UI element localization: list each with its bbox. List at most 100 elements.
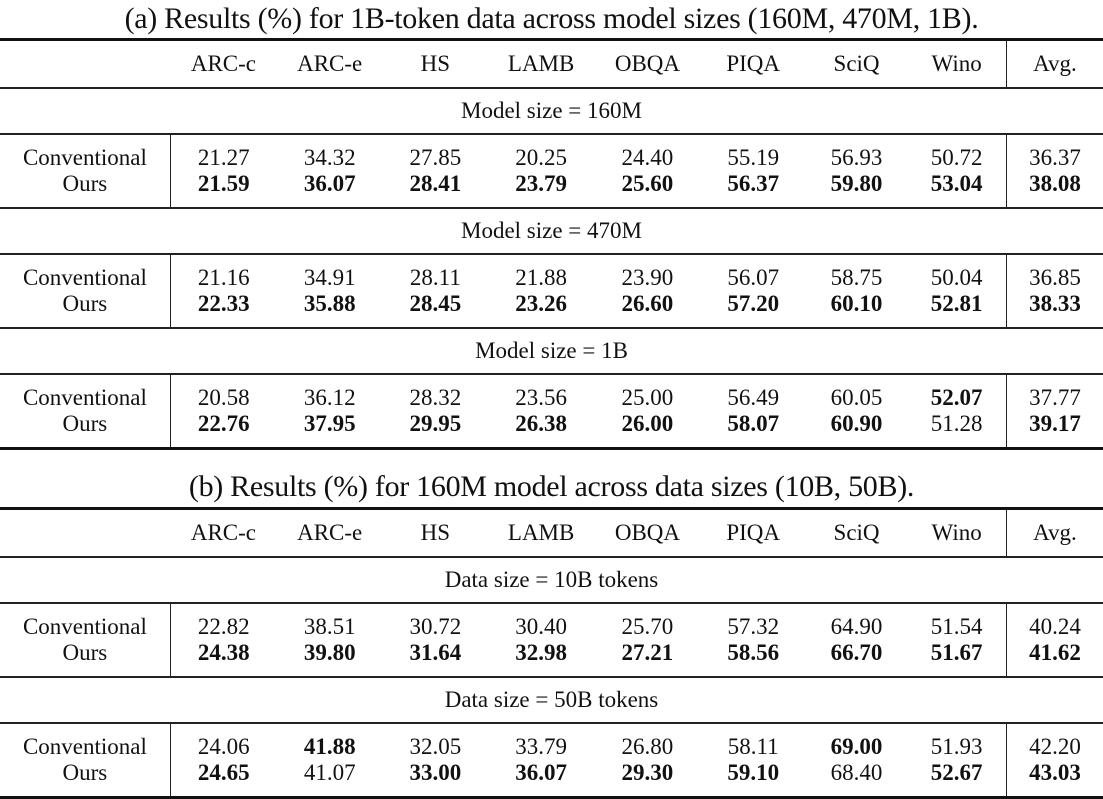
table-body: Data size = 10B tokens Conventional 22.82 3… [0,557,1103,799]
value-cell: 51.54 [930,614,983,639]
section-label: Data size = 50B tokens [0,677,1103,724]
value-cell: 24.65 [169,760,277,799]
section-header-row: Model size = 160M [0,88,1103,135]
section-header-row: Model size = 1B [0,328,1103,375]
value-cell: 28.45 [382,291,488,329]
column-header-arc-c: ARC-c [170,507,277,558]
table-row: Conventional 20.58 36.12 28.32 23.56 25.00 56.… [0,374,1103,411]
section-label: Model size = 1B [0,328,1103,375]
value-cell: 52.67 [907,760,1007,799]
value-cell: 39.80 [276,640,383,678]
value-cell: 36.07 [276,171,383,209]
table-row: Conventional 21.16 34.91 28.11 21.88 23.90 56.… [0,254,1103,291]
column-header-sciq: SciQ [805,507,908,558]
table-row: Conventional 22.82 38.51 30.72 30.40 25.70 57.… [0,603,1103,640]
value-cell: 56.49 [727,385,780,410]
value-cell: 26.00 [594,411,701,450]
value-cell: 38.33 [1005,291,1103,329]
value-cell: 34.91 [303,265,356,290]
value-cell: 50.72 [930,145,983,170]
value-cell: 28.11 [409,265,461,290]
column-header-obqa: OBQA [594,507,701,558]
value-cell: 26.60 [594,291,701,329]
method-label: Conventional [22,145,147,170]
table-row: Ours 24.65 41.07 33.00 36.07 29.30 59.10 68.40 5… [0,760,1103,799]
method-label: Ours [0,640,171,678]
value-cell: 36.07 [487,760,595,799]
value-cell: 59.10 [700,760,806,799]
value-cell: 30.72 [409,614,462,639]
header-empty-cell [0,507,171,558]
value-cell: 38.51 [303,614,356,639]
column-header-wino: Wino [907,38,1007,89]
method-label: Ours [0,411,171,450]
column-header-arc-e: ARC-e [276,507,383,558]
value-cell: 24.38 [169,640,277,678]
value-cell: 36.37 [1005,134,1103,171]
method-label: Conventional [22,734,147,759]
value-cell: 41.62 [1005,640,1103,678]
value-cell: 30.40 [515,614,567,639]
value-cell: 21.16 [169,254,277,291]
table-row: Conventional 24.06 41.88 32.05 33.79 26.80 58.… [0,723,1103,760]
results-table-a: ARC-c ARC-e HS LAMB OBQA PIQA SciQ Wino Avg. Mode… [0,38,1103,450]
value-cell: 51.93 [930,734,983,759]
value-cell: 32.98 [487,640,595,678]
method-label: Conventional [22,385,147,410]
table-row: Ours 24.38 39.80 31.64 32.98 27.21 58.56 66.70 5… [0,640,1103,678]
header-empty-cell [0,38,171,89]
column-header-lamb: LAMB [487,507,595,558]
value-cell: 22.33 [169,291,277,329]
value-cell: 58.56 [700,640,806,678]
value-cell: 31.64 [382,640,488,678]
column-header-obqa: OBQA [594,38,701,89]
method-label: Conventional [22,265,147,290]
value-cell: 22.76 [169,411,277,450]
column-header-hs: HS [382,507,488,558]
value-cell: 56.07 [727,265,780,290]
value-cell: 42.20 [1005,723,1103,760]
value-cell: 21.59 [169,171,277,209]
value-cell: 59.80 [805,171,908,209]
value-cell: 20.58 [169,374,277,411]
table-b-caption: (b) Results (%) for 160M model across da… [188,470,915,503]
column-header-piqa: PIQA [700,38,806,89]
value-cell: 69.00 [830,734,883,759]
value-cell: 53.04 [907,171,1007,209]
value-cell: 41.88 [303,734,356,759]
column-header-piqa: PIQA [700,507,806,558]
value-cell: 25.00 [621,385,674,410]
value-cell: 37.77 [1005,374,1103,411]
value-cell: 39.17 [1005,411,1103,450]
value-cell: 56.37 [700,171,806,209]
value-cell: 23.79 [487,171,595,209]
section-label: Model size = 470M [0,208,1103,255]
value-cell: 37.95 [276,411,383,450]
value-cell: 58.07 [700,411,806,450]
value-cell: 43.03 [1005,760,1103,799]
value-cell: 68.40 [805,760,908,799]
value-cell: 24.06 [169,723,277,760]
value-cell: 52.07 [930,385,983,410]
value-cell: 21.27 [169,134,277,171]
value-cell: 26.80 [621,734,674,759]
value-cell: 34.32 [303,145,356,170]
value-cell: 57.32 [727,614,780,639]
value-cell: 27.85 [409,145,462,170]
value-cell: 52.81 [907,291,1007,329]
value-cell: 60.90 [805,411,908,450]
section-label: Data size = 10B tokens [0,557,1103,604]
header-row: ARC-c ARC-e HS LAMB OBQA PIQA SciQ Wino Avg. [0,507,1103,558]
table-header: ARC-c ARC-e HS LAMB OBQA PIQA SciQ Wino Avg. [0,38,1103,89]
value-cell: 25.70 [621,614,674,639]
section-header-row: Model size = 470M [0,208,1103,255]
section-header-row: Data size = 50B tokens [0,677,1103,724]
table-body: Model size = 160M Conventional 21.27 34.32 2… [0,88,1103,450]
value-cell: 51.28 [907,411,1007,450]
value-cell: 50.04 [930,265,983,290]
value-cell: 23.26 [487,291,595,329]
value-cell: 26.38 [487,411,595,450]
value-cell: 60.05 [830,385,883,410]
value-cell: 51.67 [907,640,1007,678]
value-cell: 28.32 [409,385,462,410]
